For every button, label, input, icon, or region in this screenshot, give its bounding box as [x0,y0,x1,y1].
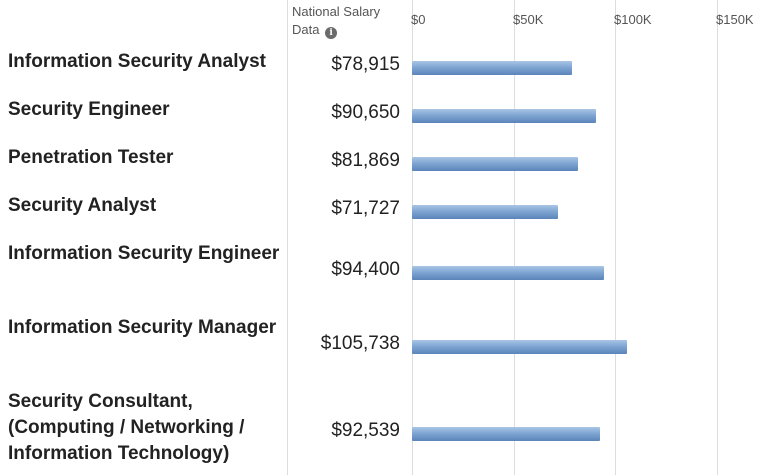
category-label: Security Engineer [8,99,170,120]
category-label: Information Security Analyst [8,51,266,72]
data-label: $92,539 [331,420,400,441]
bar [412,205,558,219]
gridline [717,0,718,475]
data-label: $105,738 [320,333,400,354]
divider-line [287,0,288,475]
data-label: $90,650 [331,102,400,123]
gridline [514,0,515,475]
bar [412,157,578,171]
data-label: $94,400 [331,259,400,280]
info-icon[interactable]: i [325,27,338,39]
bar [412,266,604,280]
column-header-line2: Data [292,22,320,37]
column-header-line1: National Salary [292,4,381,19]
data-label: $71,727 [331,198,400,219]
bar [412,427,600,441]
tick-label: $0 [411,12,426,27]
category-label: Penetration Tester [8,147,174,168]
gridline [615,0,616,475]
column-header: National Salary Data i [292,3,412,39]
tick-label: $100K [614,12,652,27]
bar [412,61,572,75]
data-label: $81,869 [331,150,400,171]
bar [412,340,627,354]
category-label: Information Security Manager [8,317,277,338]
tick-label: $50K [513,12,544,27]
category-label: Security Consultant, (Computing / Networ… [8,391,245,464]
category-label: Security Analyst [8,195,157,216]
tick-label: $150K [716,12,754,27]
bar [412,109,596,123]
gridline [412,0,413,475]
data-label: $78,915 [331,54,400,75]
category-label: Information Security Engineer [8,243,280,264]
